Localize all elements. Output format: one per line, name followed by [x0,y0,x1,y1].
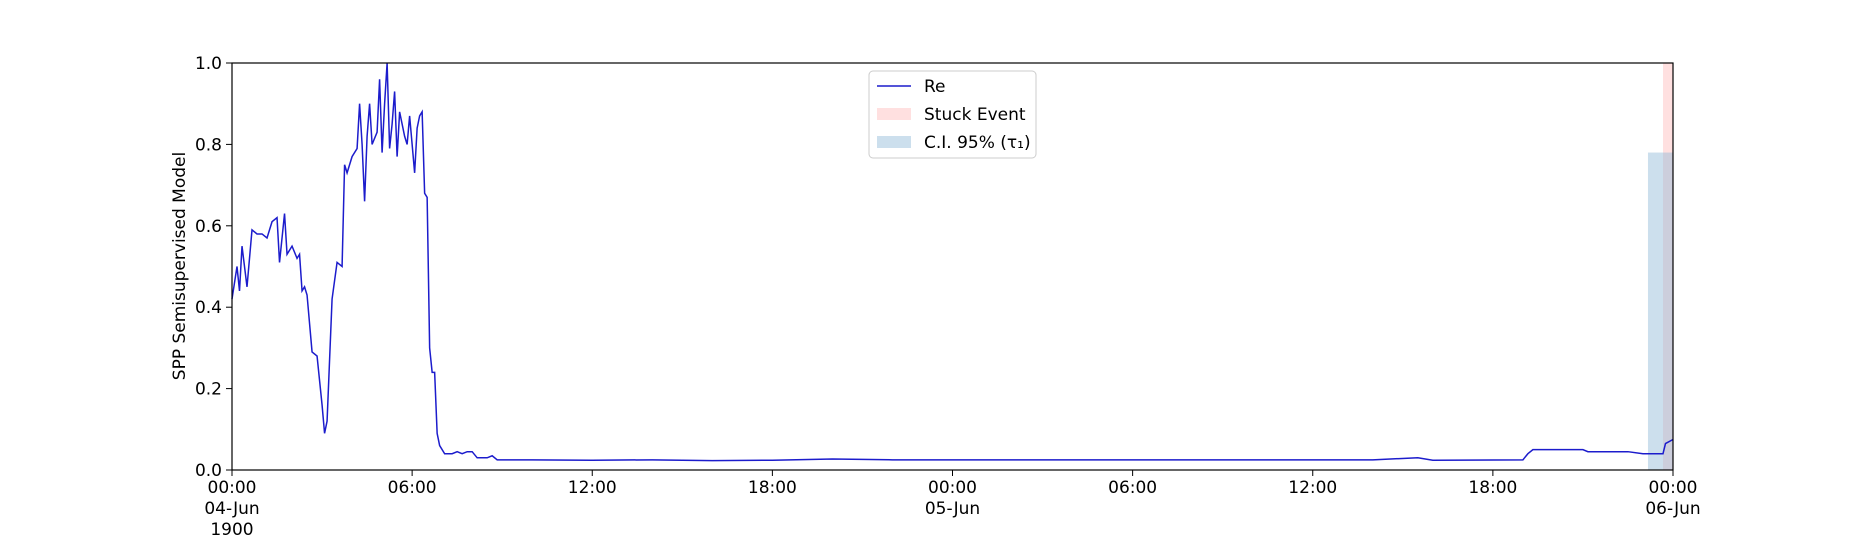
legend-label: Stuck Event [924,105,1026,125]
x-tick-label: 00:00 05-Jun [924,478,981,519]
legend-patch [877,108,911,120]
legend-label: C.I. 95% (τ₁) [924,133,1031,153]
y-tick-label: 0.6 [195,217,222,237]
x-tick-label: 18:00 [1468,478,1518,498]
y-tick-label: 0.0 [195,461,222,481]
legend-box [868,70,1037,159]
y-tick-label: 0.8 [195,135,222,155]
x-tick-label: 06:00 [387,478,437,498]
plot-frame [231,62,1674,471]
span [1647,152,1673,471]
chart: SPP Semisupervised Model 0.0 0.2 0.4 0.6 0.8… [170,54,1674,481]
x-tick-label: 00:00 04-Jun 1900 [204,478,260,540]
y-axis-label: SPP Semisupervised Model [170,152,190,380]
y-tick-label: 0.2 [195,380,222,400]
x-tick-label: 12:00 [1288,478,1338,498]
x-tick-label: 12:00 [567,478,617,498]
x-tick-label: 06:00 [1108,478,1158,498]
page: SPP Semisupervised Model 0.0 0.2 0.4 0.6 0.8… [170,54,1701,540]
data-line [231,62,1674,462]
y-tick-label: 1.0 [195,54,222,74]
x-tick-label: 00:00 06-Jun [1645,478,1701,519]
y-tick-label: 0.4 [195,298,222,318]
legend-label: Re [924,77,946,97]
x-tick-label: 18:00 [747,478,797,498]
span [1662,63,1673,470]
legend-patch [877,136,911,148]
